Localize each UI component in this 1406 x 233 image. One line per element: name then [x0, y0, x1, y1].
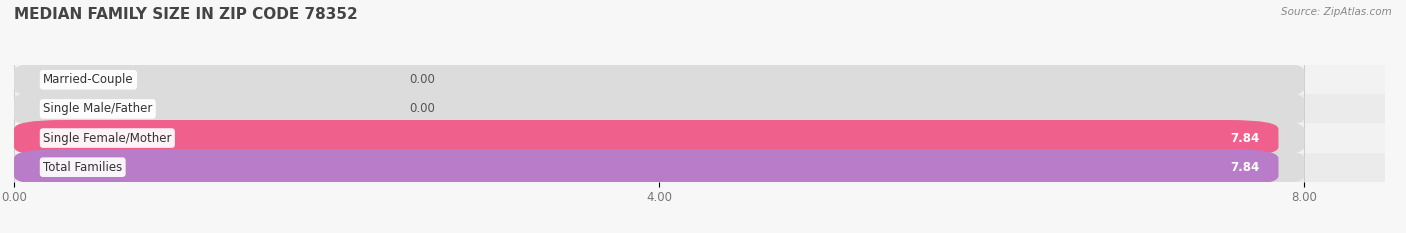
Text: Single Female/Mother: Single Female/Mother [44, 132, 172, 144]
Text: 0.00: 0.00 [409, 103, 434, 115]
FancyBboxPatch shape [14, 149, 1278, 185]
FancyBboxPatch shape [14, 120, 1305, 156]
FancyBboxPatch shape [14, 120, 1278, 156]
Text: 7.84: 7.84 [1230, 161, 1260, 174]
Text: Married-Couple: Married-Couple [44, 73, 134, 86]
Text: MEDIAN FAMILY SIZE IN ZIP CODE 78352: MEDIAN FAMILY SIZE IN ZIP CODE 78352 [14, 7, 357, 22]
FancyBboxPatch shape [14, 91, 1305, 127]
FancyBboxPatch shape [14, 149, 1305, 185]
Bar [14, 123, 1385, 153]
FancyBboxPatch shape [14, 62, 1305, 98]
Bar [14, 153, 1385, 182]
Text: Single Male/Father: Single Male/Father [44, 103, 152, 115]
Bar [14, 94, 1385, 123]
Text: 0.00: 0.00 [409, 73, 434, 86]
Text: 7.84: 7.84 [1230, 132, 1260, 144]
Text: Source: ZipAtlas.com: Source: ZipAtlas.com [1281, 7, 1392, 17]
Bar [14, 65, 1385, 94]
Text: Total Families: Total Families [44, 161, 122, 174]
